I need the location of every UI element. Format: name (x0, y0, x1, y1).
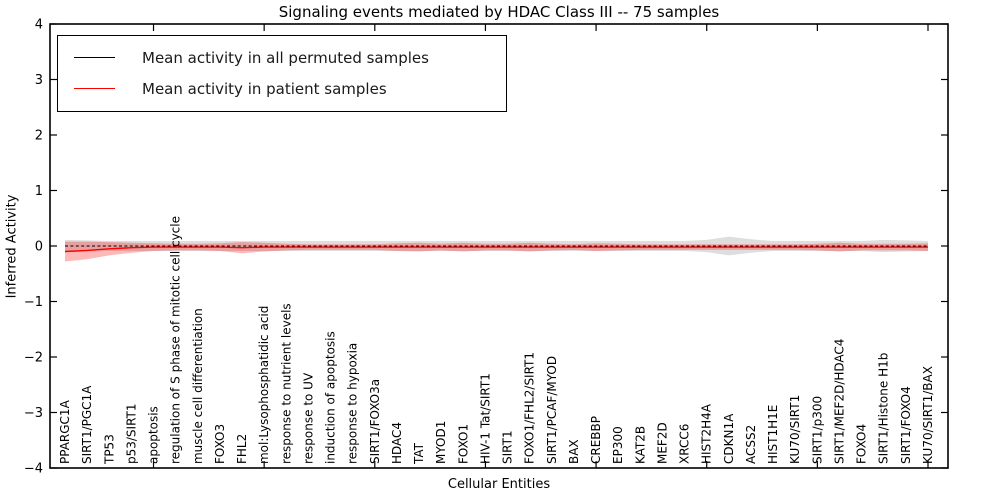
x-tick-label: induction of apoptosis (324, 331, 338, 464)
x-tick-label: FOXO1/FHL2/SIRT1 (523, 352, 537, 464)
legend-box: Mean activity in all permuted samples Me… (57, 35, 507, 112)
patient-std-band (65, 241, 928, 262)
y-tick-label: −2 (24, 351, 43, 366)
x-tick-label: CDKN1A (722, 413, 736, 464)
x-tick-label: SIRT1/p300 (810, 396, 824, 464)
x-tick-label: HIST1H1E (766, 405, 780, 464)
x-axis-label: Cellular Entities (447, 477, 551, 492)
x-tick-label: MEF2D (655, 422, 669, 464)
permuted-line-swatch (74, 57, 115, 58)
x-tick-label: SIRT1/MEF2D/HDAC4 (832, 339, 846, 464)
x-tick-label: MYOD1 (434, 421, 448, 464)
x-tick-label: FHL2 (235, 434, 249, 464)
x-tick-label: KAT2B (633, 426, 647, 464)
legend-item-patient: Mean activity in patient samples (58, 73, 506, 104)
x-tick-label: p53/SIRT1 (124, 403, 138, 464)
y-tick-label: −4 (24, 462, 43, 477)
y-tick-label: 1 (35, 184, 43, 199)
x-tick-label: SIRT1/FOXO4 (899, 386, 913, 464)
x-tick-label: HIST2H4A (700, 403, 714, 464)
x-tick-label: SIRT1/Histone H1b (877, 353, 891, 464)
x-tick-label: SIRT1 (501, 430, 515, 464)
legend-item-permuted: Mean activity in all permuted samples (58, 42, 506, 73)
y-tick-label: 0 (35, 240, 43, 255)
x-tick-label: FOXO3 (213, 424, 227, 464)
x-tick-label: FOXO4 (855, 424, 869, 464)
legend-label-patient: Mean activity in patient samples (142, 79, 387, 98)
x-tick-label: response to hypoxia (346, 343, 360, 464)
x-tick-label: HDAC4 (390, 422, 404, 464)
y-axis-label: Inferred Activity (4, 194, 20, 299)
legend-label-permuted: Mean activity in all permuted samples (142, 48, 429, 67)
x-tick-label: CREBBP (589, 416, 603, 464)
x-tick-label: mol:Lysophosphatidic acid (257, 306, 271, 464)
y-tick-label: −1 (24, 295, 43, 310)
x-tick-label: TP53 (102, 434, 116, 465)
x-tick-label: SIRT1/PCAF/MYOD (545, 356, 559, 464)
y-tick-label: −3 (24, 406, 43, 421)
x-tick-label: KU70/SIRT1 (788, 395, 802, 464)
y-tick-label: 3 (35, 73, 43, 88)
x-tick-label: KU70/SIRT1/BAX (921, 366, 935, 464)
x-tick-label: apoptosis (147, 406, 161, 464)
x-tick-label: EP300 (611, 426, 625, 464)
x-tick-label: regulation of S phase of mitotic cell cy… (169, 216, 183, 464)
patient-mean-line (64, 246, 928, 253)
x-tick-label: SIRT1/PGC1A (80, 385, 94, 464)
x-tick-label: XRCC6 (678, 424, 692, 464)
chart-title: Signaling events mediated by HDAC Class … (278, 3, 720, 21)
y-tick-label: 2 (35, 129, 43, 144)
y-tick-label: 4 (35, 18, 43, 33)
x-tick-label: response to UV (301, 372, 315, 464)
x-tick-label: PPARGC1A (58, 399, 72, 464)
x-tick-label: muscle cell differentiation (191, 308, 205, 464)
x-tick-label: TAT (412, 442, 426, 465)
x-tick-label: BAX (567, 439, 581, 464)
x-tick-label: response to nutrient levels (279, 303, 293, 464)
permuted-std-band (65, 236, 928, 256)
x-tick-label: ACSS2 (744, 425, 758, 464)
x-tick-label: HIV-1 Tat/SIRT1 (478, 373, 492, 464)
patient-line-swatch (74, 88, 115, 89)
x-tick-label: FOXO1 (456, 424, 470, 464)
x-tick-label: SIRT1/FOXO3a (368, 379, 382, 464)
